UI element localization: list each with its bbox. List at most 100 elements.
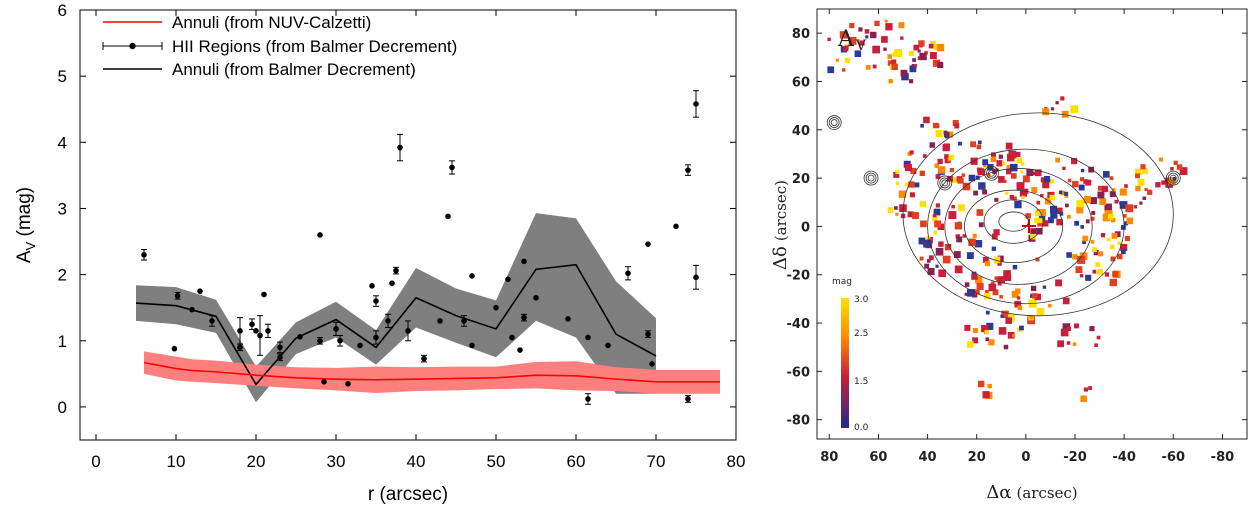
hii-marker [317,337,323,344]
hii-marker [505,276,511,283]
map-pixel [929,142,935,148]
hii-region-point [533,294,539,301]
hii-marker [509,334,515,341]
map-pixel [918,237,926,245]
hii-region-point [421,354,427,363]
map-pixel [1031,171,1036,175]
map-pixel [872,46,877,51]
y-tick-label: 3 [58,199,67,218]
map-pixel [1097,185,1103,191]
map-pixel [888,78,893,84]
map-pixel [992,289,999,296]
map-pixel [1106,237,1111,242]
map-pixel [1173,160,1178,165]
map-pixel [1055,101,1059,105]
map-pixel [1080,225,1085,229]
map-pixel [1065,203,1069,208]
map-pixel [917,49,921,53]
map-pixel [991,246,996,251]
map-y-tick-label: -60 [787,365,811,380]
hii-marker [565,316,571,322]
map-pixel [1109,278,1117,287]
map-pixel [922,154,927,158]
map-pixel [1120,243,1128,252]
map-pixel [938,241,944,247]
map-pixel [957,177,964,184]
hii-marker [385,318,391,324]
map-pixel [919,52,927,61]
hii-marker [237,344,243,351]
map-pixel [881,36,888,43]
map-pixel [905,182,909,187]
map-pixel [1060,328,1069,337]
map-pixel [1117,253,1123,260]
map-pixel [1034,169,1042,177]
map-pixel [1035,210,1041,217]
map-pixel [912,212,919,219]
x-tick-label: 70 [647,452,666,471]
map-y-tick-label: 0 [801,220,810,235]
map-pixel [914,182,920,188]
hii-region-point [265,323,271,338]
map-pixel [849,23,855,29]
hii-marker [585,396,591,402]
map-pixel [883,47,887,51]
map-pixel [930,40,936,47]
map-pixel [1066,214,1071,219]
map-pixel [943,131,950,138]
map-pixel [1050,211,1058,219]
hii-region-point [253,328,259,334]
map-pixel [1125,204,1134,213]
map-pixel [937,158,943,165]
map-pixel [934,163,940,168]
map-pixel [865,35,869,39]
map-pixel [924,263,930,269]
map-pixel [891,63,898,71]
map-pixel [977,140,982,145]
map-pixel [991,233,998,240]
map-pixel [985,289,989,294]
map-pixel [943,143,950,150]
map-pixel [1021,195,1025,199]
map-pixel [1034,293,1042,301]
map-pixel [993,256,1001,264]
map-pixel [1070,105,1079,114]
hii-marker [645,241,651,247]
map-pixel [1040,194,1044,198]
hii-region-point [249,318,255,331]
hii-region-point [369,283,375,289]
hii-marker [649,361,655,367]
map-pixel [1124,236,1130,242]
contour-ring [983,199,1044,244]
y-tick-label: 2 [58,266,67,285]
map-pixel [1042,108,1050,116]
y-axis-title: AV (mag) [14,187,38,263]
map-pixel [1062,166,1066,171]
map-pixel [848,36,857,45]
map-pixel [957,141,962,146]
map-pixel [1006,165,1011,169]
hii-marker [249,321,255,328]
map-pixel [997,176,1005,183]
hii-marker [685,167,691,173]
legend: Annuli (from NUV-Calzetti) HII Regions (… [102,13,457,79]
hii-marker [253,328,259,334]
map-pixel [1072,254,1078,260]
x-tick-label: 20 [247,452,266,471]
center-marker [1022,219,1036,233]
contour-source [1169,174,1177,182]
map-pixel [1049,194,1056,201]
hii-region-point [469,342,475,349]
map-pixel [985,337,990,342]
map-pixel [1085,179,1092,186]
contour-ring [927,148,1125,305]
hii-marker [277,344,283,351]
map-pixel [990,152,996,158]
hii-marker [585,334,591,341]
map-pixel [1107,213,1114,220]
hii-marker [493,304,499,311]
map-pixel [1044,197,1052,205]
map-axis-ticks: 80 60 40 20 0 -20 -40 -60 -80 80 60 40 20 0 -20 -40 -60 -… [787,9,1247,465]
x-axis-title: r (arcsec) [368,484,448,505]
map-pixel [954,123,960,129]
